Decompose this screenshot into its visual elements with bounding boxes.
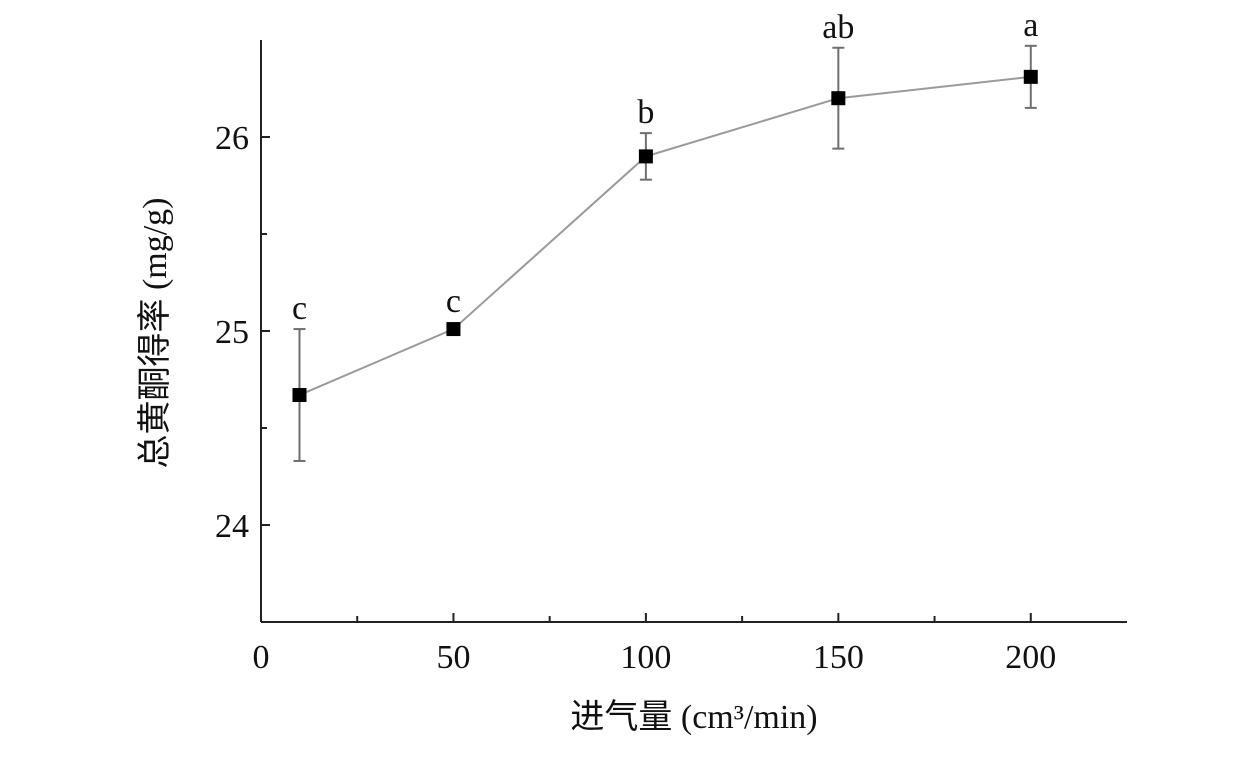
markers-layer bbox=[292, 69, 1038, 403]
significance-label: b bbox=[637, 94, 654, 131]
y-axis-title: 总黄酮得率 (mg/g) bbox=[136, 197, 174, 468]
data-point bbox=[1023, 69, 1038, 84]
significance-label: a bbox=[1023, 7, 1038, 44]
y-tick-label: 25 bbox=[215, 314, 249, 351]
significance-label: c bbox=[292, 290, 307, 327]
significance-label: c bbox=[446, 283, 461, 320]
x-tick-label: 200 bbox=[1005, 639, 1056, 676]
significance-labels-layer: c c b ab a bbox=[292, 7, 1038, 327]
data-point bbox=[292, 388, 307, 403]
x-tick-label: 150 bbox=[813, 639, 864, 676]
x-tick-label: 50 bbox=[436, 639, 470, 676]
x-tick-label: 0 bbox=[253, 639, 270, 676]
y-tick-label: 26 bbox=[215, 120, 249, 157]
x-tick-label: 100 bbox=[620, 639, 671, 676]
data-point bbox=[446, 322, 461, 337]
y-tick-label: 24 bbox=[215, 508, 249, 545]
axes-layer: 0 50 100 150 200 24 25 26 bbox=[215, 40, 1127, 676]
error-bars-layer bbox=[293, 44, 1037, 462]
significance-label: ab bbox=[822, 9, 854, 46]
series-line-layer bbox=[299, 75, 1031, 396]
data-point bbox=[831, 91, 846, 106]
x-axis-title: 进气量 (cm³/min) bbox=[570, 698, 817, 736]
series-line bbox=[299, 75, 1031, 396]
data-point bbox=[638, 149, 653, 164]
